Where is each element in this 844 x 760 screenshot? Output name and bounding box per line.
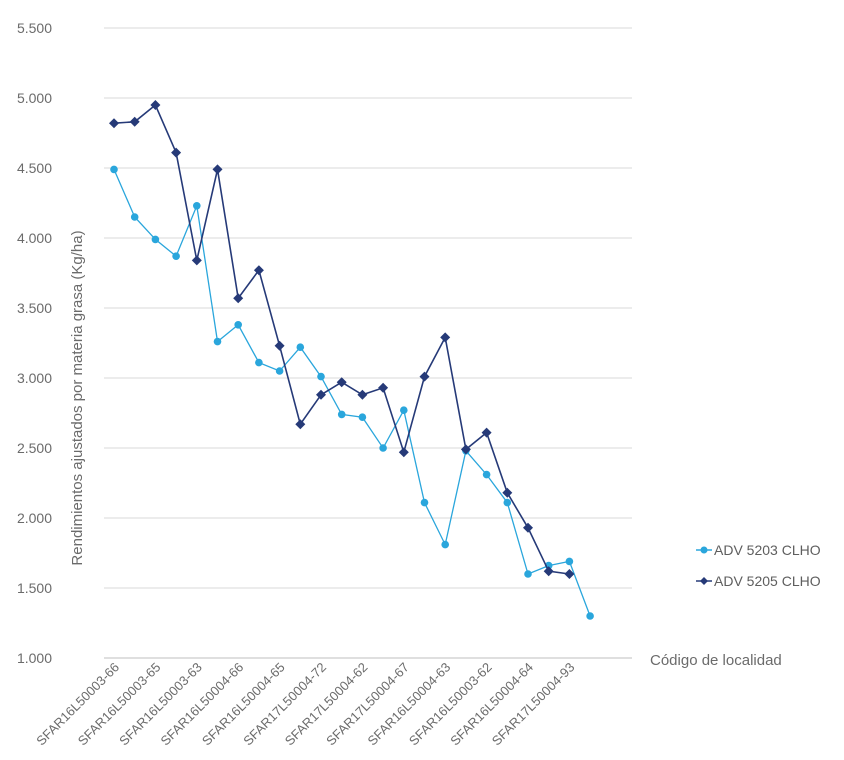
y-tick-label: 1.500 <box>17 580 52 596</box>
data-point <box>109 118 119 129</box>
series-line <box>113 103 570 575</box>
data-point <box>171 147 182 158</box>
data-point <box>191 255 202 266</box>
data-point <box>565 557 574 566</box>
data-point <box>212 164 223 175</box>
y-tick-label: 1.000 <box>17 650 52 666</box>
y-tick-label: 3.500 <box>17 300 52 316</box>
legend-label-2: ADV 5205 CLHO <box>714 573 821 589</box>
data-point <box>213 337 222 346</box>
legend-item-1: ADV 5203 CLHO <box>696 542 821 558</box>
series-line <box>113 169 591 617</box>
y-tick-label: 4.000 <box>17 230 52 246</box>
y-tick-label: 2.000 <box>17 510 52 526</box>
data-point <box>275 367 284 375</box>
data-point <box>482 470 491 479</box>
data-point <box>420 498 429 507</box>
y-tick-label: 2.500 <box>17 440 52 456</box>
data-point <box>524 570 532 578</box>
data-point <box>440 332 451 343</box>
data-point <box>398 447 409 458</box>
data-point <box>110 165 118 174</box>
y-tick-label: 4.500 <box>17 160 52 176</box>
data-point <box>337 410 346 419</box>
data-point <box>378 382 389 393</box>
data-point <box>295 419 306 430</box>
data-point <box>586 612 594 620</box>
data-point <box>503 498 512 507</box>
data-point <box>274 340 285 351</box>
series-1 <box>110 165 594 620</box>
data-point <box>543 566 554 577</box>
legend-marker-1 <box>700 546 708 554</box>
series-group <box>109 100 594 620</box>
data-point <box>523 522 533 533</box>
y-tick-labels: 1.000 1.500 2.000 2.500 3.000 3.500 4.000 4.500… <box>17 20 52 666</box>
data-point <box>441 540 450 549</box>
y-tick-label: 5.000 <box>17 90 52 106</box>
data-point <box>419 371 430 382</box>
y-tick-label: 3.000 <box>17 370 52 386</box>
data-point <box>130 213 139 221</box>
legend-item-2: ADV 5205 CLHO <box>696 573 821 589</box>
data-point <box>129 116 140 127</box>
data-point <box>502 487 513 498</box>
data-point <box>151 235 160 244</box>
data-point <box>234 321 242 329</box>
legend: ADV 5203 CLHO ADV 5205 CLHO <box>696 542 821 589</box>
y-axis-label: Rendimientos ajustados por materia grasa… <box>69 230 86 565</box>
data-point <box>193 202 201 210</box>
data-point <box>357 389 368 400</box>
gridlines <box>104 27 632 659</box>
x-tick-labels: SFAR16L50003-66SFAR16L50003-65SFAR16L500… <box>33 660 577 749</box>
data-point <box>400 406 408 415</box>
data-point <box>481 427 492 438</box>
series-2 <box>109 100 575 579</box>
data-point <box>564 569 575 579</box>
data-point <box>150 100 161 110</box>
data-point <box>172 252 180 260</box>
data-point <box>316 389 326 400</box>
data-point <box>379 444 387 452</box>
legend-marker-2 <box>700 577 708 585</box>
data-point <box>358 413 367 422</box>
data-point <box>460 444 471 455</box>
data-point <box>233 293 244 304</box>
y-tick-label: 5.500 <box>17 20 52 36</box>
data-point <box>296 343 305 352</box>
legend-label-1: ADV 5203 CLHO <box>714 542 821 558</box>
x-axis-label: Código de localidad <box>650 652 782 669</box>
data-point <box>253 265 264 276</box>
data-point <box>317 372 325 381</box>
data-point <box>336 377 347 388</box>
data-point <box>255 358 263 367</box>
